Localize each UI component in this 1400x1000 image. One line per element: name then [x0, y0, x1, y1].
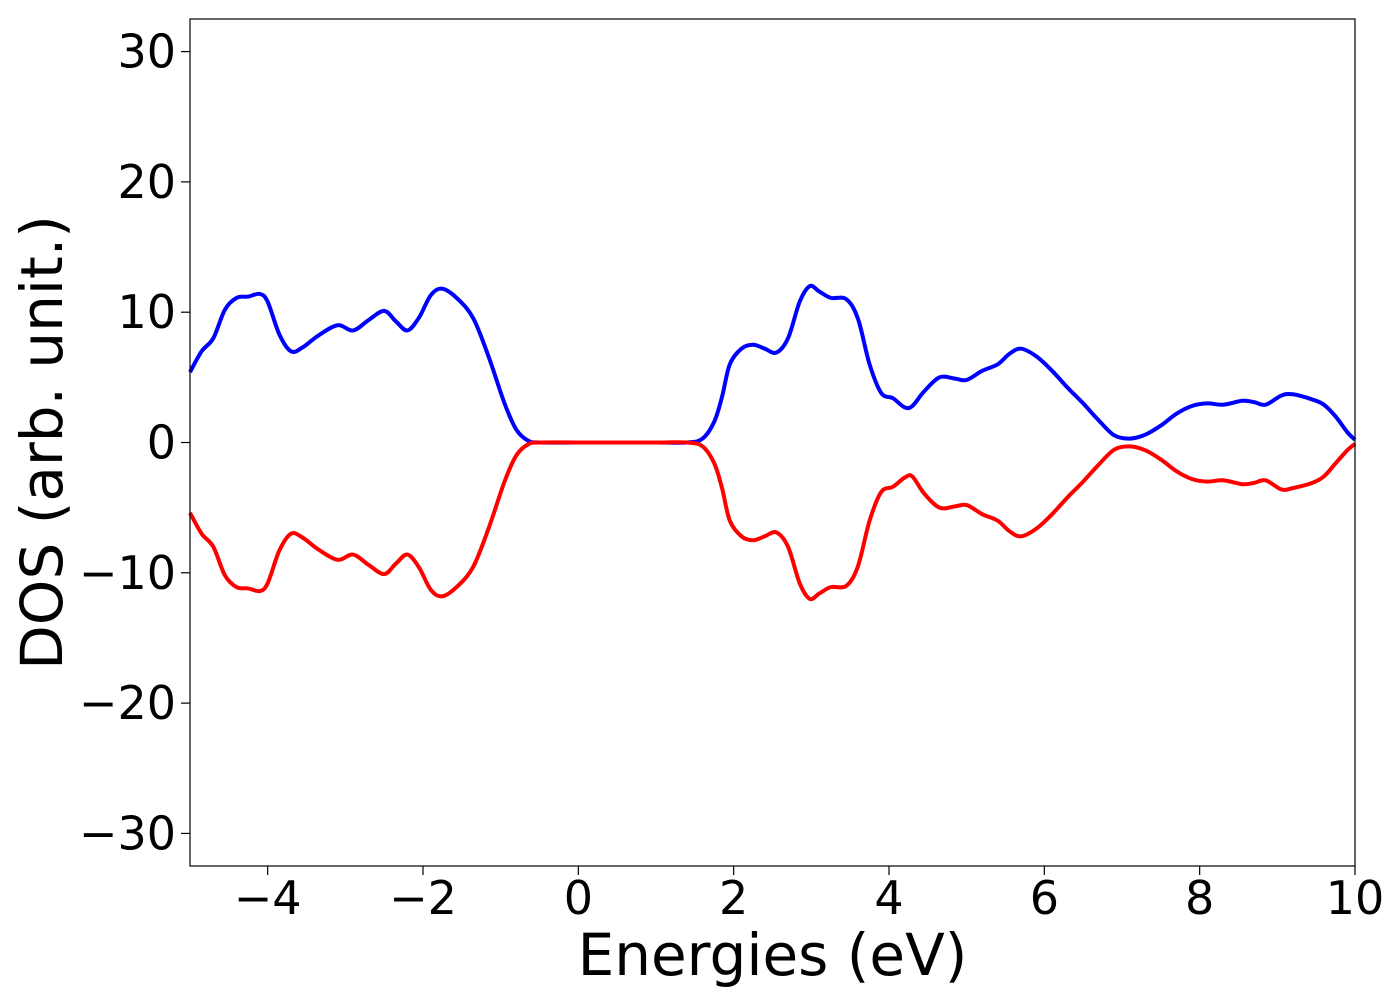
- x-tick-label: 2: [719, 871, 748, 925]
- y-tick-label: 20: [117, 155, 176, 209]
- x-tick-label: −2: [389, 871, 457, 925]
- x-axis-label: Energies (eV): [578, 921, 968, 989]
- series-layer: [188, 283, 1357, 602]
- x-axis-ticks: −4 −2 0 2 4 6 8 10: [234, 866, 1385, 925]
- y-tick-label: −10: [79, 546, 176, 600]
- x-tick-label: 4: [874, 871, 903, 925]
- series-line-2: [188, 440, 1357, 602]
- x-tick-label: 6: [1030, 871, 1059, 925]
- y-tick-label: −30: [79, 806, 176, 860]
- y-axis-ticks: −30 −20 −10 0 10 20 30: [79, 25, 190, 860]
- y-tick-label: 0: [147, 416, 176, 470]
- y-tick-label: 10: [117, 285, 176, 339]
- y-axis-label: DOS (arb. unit.): [8, 215, 76, 670]
- x-tick-label: 10: [1326, 871, 1385, 925]
- y-tick-label: 30: [117, 25, 176, 79]
- x-tick-label: 8: [1185, 871, 1214, 925]
- y-tick-label: −20: [79, 676, 176, 730]
- series-line-1: [188, 283, 1357, 445]
- x-tick-label: 0: [564, 871, 593, 925]
- x-tick-label: −4: [234, 871, 302, 925]
